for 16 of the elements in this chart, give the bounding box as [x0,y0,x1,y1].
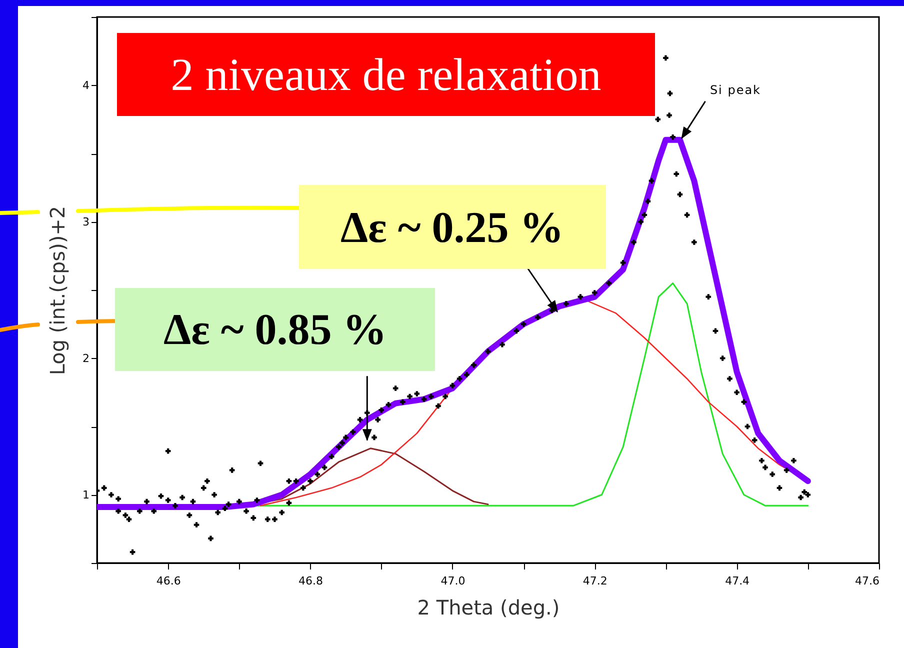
y-axis-title: Log (int.(cps))+2 [46,206,70,376]
x-tick-label: 46.6 [156,574,181,588]
x-tick-label: 46.8 [298,574,324,588]
x-tick-label: 47.0 [440,574,466,588]
y-tick-label: 4 [82,78,90,92]
annotation: Δε ~ 0.25 % [298,185,606,270]
y-tick-label: 2 [82,352,90,365]
text: 2 niveaux de relaxation [117,33,655,116]
annotation: Δε ~ 0.85 % [115,288,436,372]
x-tick-label: 47.6 [855,574,880,588]
x-tick-label: 47.2 [582,574,608,588]
annotation: Si peak [710,82,762,99]
x-tick-label: 47.4 [725,574,750,588]
y-tick-label: 3 [82,215,90,228]
y-tick-label: 1 [82,488,90,502]
x-axis-title: 2 Theta (deg.) [417,596,560,620]
